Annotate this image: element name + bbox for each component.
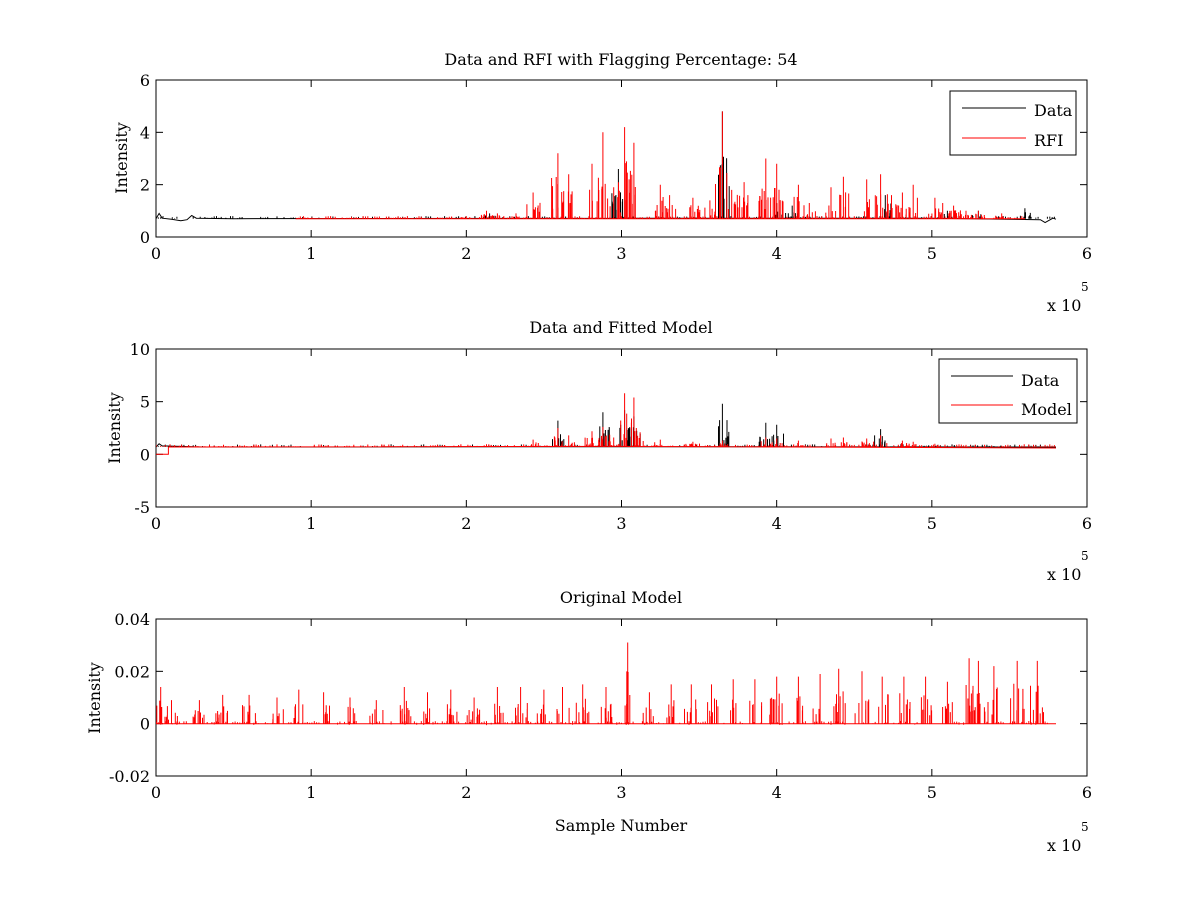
series-line-model xyxy=(156,393,1057,455)
y-tick-label: 4 xyxy=(140,123,150,142)
y-tick-label: 0.02 xyxy=(114,662,150,681)
x-tick-label: 5 xyxy=(927,783,937,802)
legend-label-data: Data xyxy=(1034,101,1073,120)
plot-area: 0 1 2 3 4 5 6 0 2 4 6 xyxy=(140,71,1092,263)
y-tick-label: 0 xyxy=(140,445,150,464)
legend-label-model: Model xyxy=(1021,400,1072,419)
y-tick-label: 0 xyxy=(140,228,150,247)
x-tick-label: 3 xyxy=(616,783,626,802)
legend: Data Model xyxy=(938,358,1078,424)
legend-label-rfi: RFI xyxy=(1034,131,1063,150)
x-tick-label: 0 xyxy=(151,783,161,802)
panel-data-and-fitted-model: Data and Fitted Model Intensity 0 1 2 3 4 5 6 -… xyxy=(105,318,1092,584)
y-tick-label: 0.04 xyxy=(114,610,150,629)
x-axis-label: Sample Number xyxy=(555,816,688,835)
y-tick-label: 5 xyxy=(140,393,150,412)
y-tick-label: 0 xyxy=(140,715,150,734)
y-axis-label: Intensity xyxy=(85,662,104,734)
legend: Data RFI xyxy=(949,90,1077,156)
y-axis-label: Intensity xyxy=(112,122,131,194)
x-tick-label: 5 xyxy=(927,514,937,533)
y-tick-label: -0.02 xyxy=(109,767,150,786)
series-group xyxy=(156,393,1057,455)
x-multiplier-exponent: 5 xyxy=(1081,280,1089,294)
x-tick-label: 4 xyxy=(772,514,782,533)
series-line-model xyxy=(156,642,1056,726)
series-line-rfi xyxy=(295,111,1025,220)
chart-title: Original Model xyxy=(560,588,682,607)
x-tick-label: 4 xyxy=(772,783,782,802)
y-axis-label: Intensity xyxy=(105,392,124,464)
panel-original-model: Original Model Intensity 0 1 2 3 4 5 6-0.0200.… xyxy=(85,588,1092,855)
series-group xyxy=(156,111,1057,224)
x-tick-label: 6 xyxy=(1082,783,1092,802)
y-tick-label: 6 xyxy=(140,71,150,90)
x-multiplier-exponent: 5 xyxy=(1081,820,1089,834)
x-multiplier-exponent: 5 xyxy=(1081,549,1089,563)
x-tick-label: 3 xyxy=(616,244,626,263)
x-tick-label: 1 xyxy=(306,514,316,533)
x-multiplier: x 10 xyxy=(1047,836,1081,855)
x-tick-label: 5 xyxy=(927,244,937,263)
x-tick-label: 1 xyxy=(306,783,316,802)
legend-box xyxy=(949,90,1077,156)
x-tick-label: 2 xyxy=(461,783,471,802)
y-tick-label: -5 xyxy=(134,498,150,517)
legend-box xyxy=(938,358,1078,424)
panel-data-and-rfi: Data and RFI with Flagging Percentage: 5… xyxy=(112,50,1092,315)
x-tick-label: 6 xyxy=(1082,244,1092,263)
x-tick-label: 0 xyxy=(151,514,161,533)
legend-label-data: Data xyxy=(1021,371,1060,390)
x-tick-label: 6 xyxy=(1082,514,1092,533)
x-tick-label: 2 xyxy=(461,514,471,533)
chart-title: Data and RFI with Flagging Percentage: 5… xyxy=(444,50,797,69)
x-tick-label: 3 xyxy=(616,514,626,533)
y-tick-label: 2 xyxy=(140,176,150,195)
x-multiplier: x 10 xyxy=(1047,296,1081,315)
x-tick-label: 4 xyxy=(772,244,782,263)
x-tick-label: 2 xyxy=(461,244,471,263)
x-tick-label: 0 xyxy=(151,244,161,263)
series-group xyxy=(156,642,1056,726)
chart-title: Data and Fitted Model xyxy=(529,318,712,337)
x-tick-label: 1 xyxy=(306,244,316,263)
x-multiplier: x 10 xyxy=(1047,565,1081,584)
y-tick-label: 10 xyxy=(130,340,150,359)
